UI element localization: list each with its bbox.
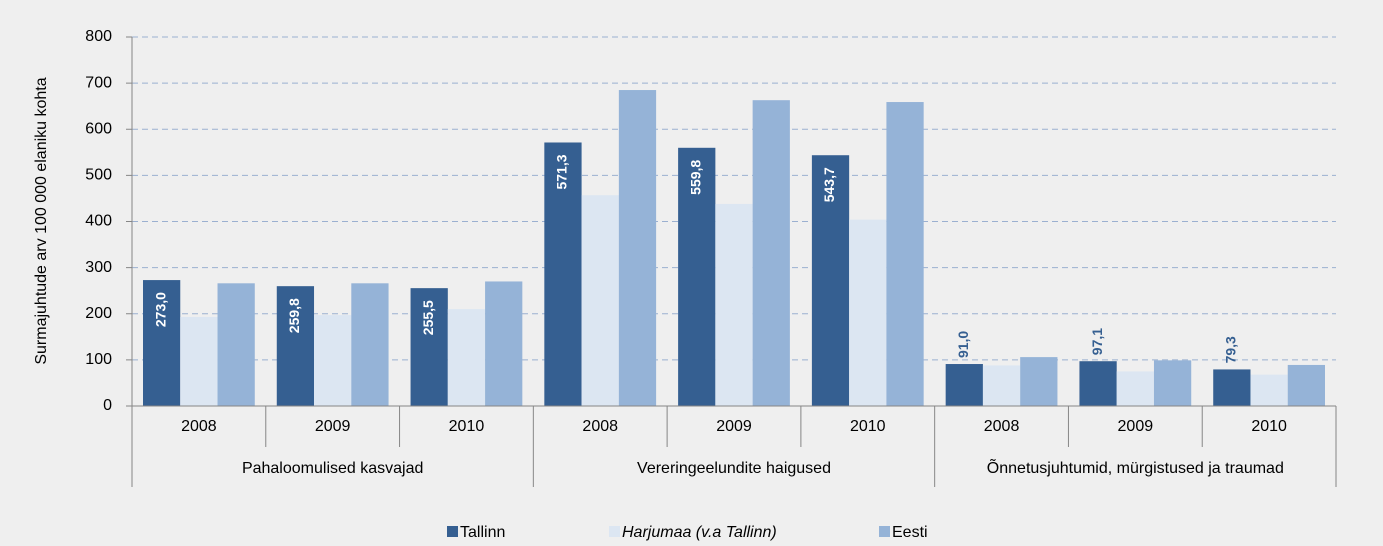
bar [849,219,887,406]
x-tick-label: 2008 [582,418,618,435]
bar [143,280,181,406]
bar [1287,364,1325,406]
bar [1020,357,1058,406]
bar [410,288,448,406]
bar [752,100,790,406]
value-label: 91,0 [955,331,971,358]
bar [544,142,582,407]
y-tick-label: 600 [85,120,112,137]
y-tick-label: 100 [85,351,112,368]
legend-label: Tallinn [460,524,505,541]
value-label: 559,8 [687,160,703,195]
value-label: 259,8 [286,298,302,333]
bar [351,283,389,406]
bar [1213,369,1251,406]
value-label: 79,3 [1223,336,1239,363]
value-label: 273,0 [152,292,168,327]
bar [180,316,218,406]
x-tick-label: 2008 [181,418,217,435]
group-label: Õnnetusjuhtumid, mürgistused ja traumad [987,457,1284,477]
bar [811,155,850,406]
bar [1153,360,1192,406]
y-tick-label: 400 [85,213,112,230]
y-tick-label: 0 [103,397,112,414]
legend-swatch [447,526,458,537]
value-label: 97,1 [1089,328,1105,355]
x-tick-label: 2009 [1118,418,1154,435]
y-tick-label: 800 [85,28,112,45]
group-label: Pahaloomulised kasvajad [242,460,423,477]
legend-swatch [609,526,620,537]
y-tick-label: 500 [85,167,112,184]
y-tick-label: 200 [85,305,112,322]
y-tick-label: 700 [85,74,112,91]
bar [715,203,753,406]
x-tick-label: 2010 [1251,418,1287,435]
bar [1079,361,1117,406]
bar [886,102,924,406]
bar [485,281,523,406]
value-label: 255,5 [420,300,436,335]
bar [217,283,255,406]
legend-swatch [879,526,890,537]
value-label: 571,3 [554,154,570,189]
bar [1250,374,1288,406]
bar [678,147,716,407]
y-axis-label: Surmajuhtude arv 100 000 elaniku kohta [33,77,50,364]
bar [581,195,619,406]
x-tick-label: 2010 [850,418,886,435]
x-tick-label: 2010 [449,418,485,435]
bar [982,365,1021,406]
x-tick-label: 2008 [984,418,1020,435]
x-tick-label: 2009 [716,418,752,435]
group-label: Vereringeelundite haigused [637,460,831,477]
bar [447,309,486,406]
legend-label: Eesti [892,524,928,541]
legend-label: Harjumaa (v.a Tallinn) [622,524,777,541]
x-tick-label: 2009 [315,418,351,435]
bar [1116,371,1154,406]
value-label: 543,7 [821,167,837,202]
bar [945,364,983,406]
bar [618,90,657,406]
bar [276,286,315,406]
bar [314,315,352,406]
y-tick-label: 300 [85,259,112,276]
